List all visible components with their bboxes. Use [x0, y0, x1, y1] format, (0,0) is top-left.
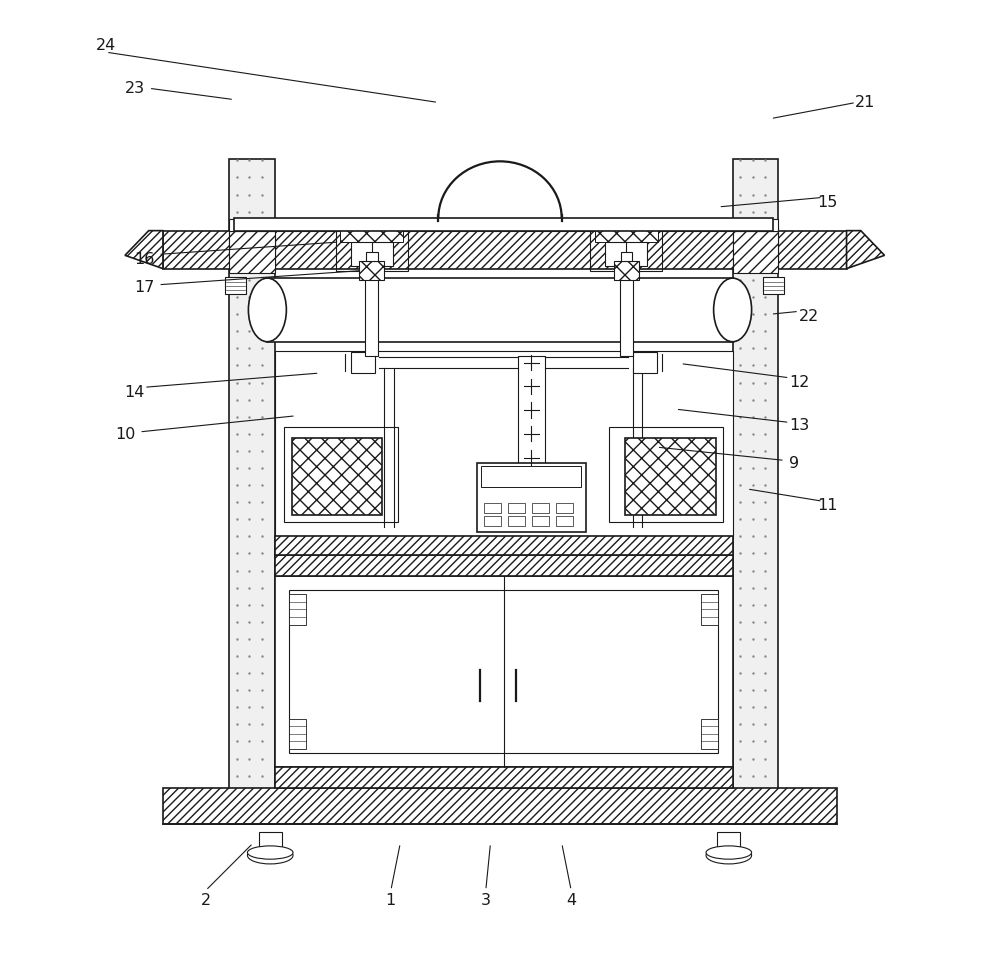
Bar	[275, 576, 733, 767]
Bar	[518, 356, 545, 475]
Text: 14: 14	[124, 385, 145, 399]
Bar	[556, 517, 573, 526]
Text: 13: 13	[789, 417, 809, 433]
Text: 10: 10	[115, 427, 135, 442]
Text: 9: 9	[789, 456, 799, 471]
Bar	[609, 427, 723, 522]
Bar	[508, 517, 525, 526]
Bar	[225, 277, 246, 294]
Bar	[484, 517, 501, 526]
Bar	[733, 159, 778, 824]
Ellipse shape	[247, 847, 293, 864]
Bar	[351, 352, 375, 373]
Bar	[289, 719, 306, 749]
Bar	[275, 556, 733, 576]
Bar	[532, 503, 549, 513]
Bar	[275, 351, 733, 537]
Text: 1: 1	[386, 893, 396, 907]
Bar	[621, 251, 632, 261]
Bar	[590, 222, 662, 270]
Bar	[229, 220, 778, 231]
Bar	[275, 767, 733, 788]
Bar	[763, 277, 784, 294]
Text: 3: 3	[481, 893, 491, 907]
Bar	[614, 261, 639, 280]
Bar	[229, 231, 275, 273]
Bar	[701, 594, 718, 625]
Ellipse shape	[706, 847, 752, 864]
Bar	[556, 503, 573, 513]
Bar	[620, 265, 633, 356]
Bar	[717, 832, 740, 853]
Text: 17: 17	[134, 280, 154, 295]
Bar	[484, 503, 501, 513]
Bar	[477, 463, 586, 532]
Ellipse shape	[714, 278, 752, 342]
Text: 2: 2	[201, 893, 211, 907]
Text: 4: 4	[566, 893, 576, 907]
Bar	[267, 278, 733, 342]
Bar	[508, 503, 525, 513]
Text: 23: 23	[124, 81, 145, 96]
Bar	[229, 226, 275, 268]
Text: 12: 12	[789, 375, 809, 390]
Bar	[605, 242, 647, 265]
Polygon shape	[847, 231, 885, 268]
Bar	[163, 788, 837, 824]
Text: 16: 16	[134, 251, 154, 266]
Bar	[284, 427, 398, 522]
Bar	[365, 265, 378, 356]
Bar	[595, 223, 658, 242]
Ellipse shape	[706, 846, 752, 860]
Bar	[481, 466, 581, 487]
Ellipse shape	[248, 278, 286, 342]
Text: 22: 22	[798, 308, 819, 324]
Bar	[366, 251, 378, 261]
Bar	[532, 517, 549, 526]
Bar	[229, 159, 275, 824]
Bar	[289, 594, 306, 625]
Bar	[259, 832, 282, 853]
Bar	[625, 437, 716, 516]
Text: 24: 24	[96, 38, 116, 53]
Bar	[336, 222, 408, 270]
Bar	[359, 261, 384, 280]
Bar	[633, 352, 657, 373]
Bar	[733, 231, 778, 273]
Bar	[275, 537, 733, 556]
Text: 15: 15	[817, 195, 838, 210]
Bar	[234, 219, 773, 231]
Bar	[163, 231, 847, 268]
Bar	[292, 437, 382, 516]
Bar	[340, 223, 403, 242]
Bar	[351, 242, 393, 265]
Text: 21: 21	[855, 95, 876, 110]
Bar	[289, 590, 718, 753]
Bar	[733, 226, 778, 268]
Ellipse shape	[247, 846, 293, 860]
Bar	[701, 719, 718, 749]
Text: 11: 11	[817, 499, 838, 514]
Polygon shape	[125, 231, 163, 268]
